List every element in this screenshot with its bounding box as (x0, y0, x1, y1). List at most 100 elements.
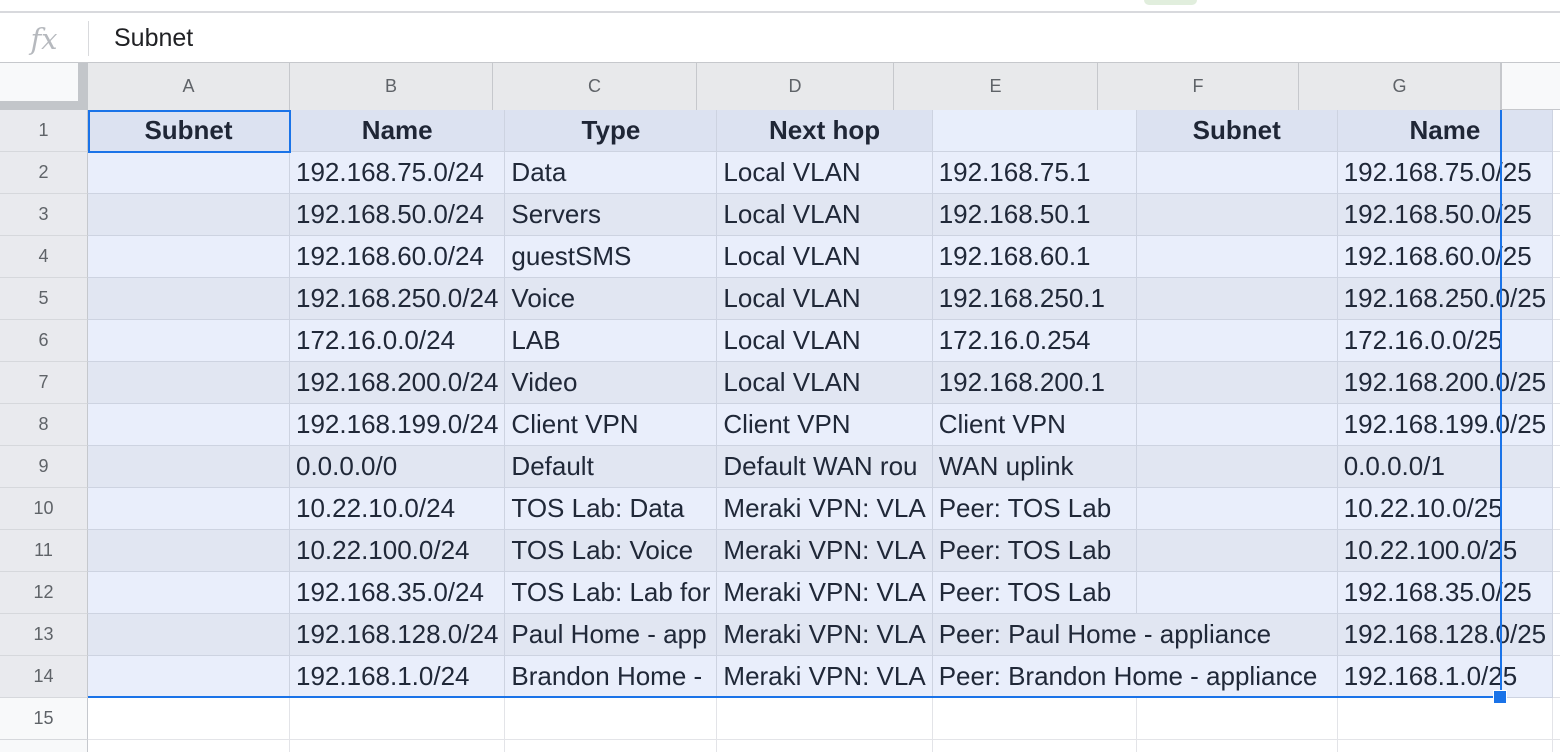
cell-d1[interactable]: Next hop (717, 110, 933, 152)
cell-a6[interactable] (88, 320, 290, 362)
cell-d6[interactable]: Local VLAN (717, 320, 933, 362)
cell-b6[interactable]: 172.16.0.0/24 (290, 320, 506, 362)
cell-g11[interactable]: 10.22.100.0/25 (1337, 530, 1554, 572)
cell-b9[interactable]: 0.0.0.0/0 (290, 446, 506, 488)
cell-c1[interactable]: Type (505, 110, 718, 152)
cell-b12[interactable]: 192.168.35.0/24 (290, 572, 506, 614)
cell-f4[interactable] (1136, 236, 1338, 278)
formula-bar[interactable]: fx Subnet (0, 15, 1560, 62)
cell-a1[interactable]: Subnet (88, 110, 290, 152)
row-header-2[interactable]: 2 (0, 152, 88, 194)
cell-d3[interactable]: Local VLAN (717, 194, 933, 236)
row-header-7[interactable]: 7 (0, 362, 88, 404)
cell-a10[interactable] (88, 488, 290, 530)
row-header-1[interactable]: 1 (0, 110, 88, 152)
cell-c4[interactable]: guestSMS (505, 236, 718, 278)
cell-g8[interactable]: 192.168.199.0/25 (1337, 404, 1554, 446)
cell-a15[interactable] (88, 698, 290, 740)
cell-g9[interactable]: 0.0.0.0/1 (1337, 446, 1554, 488)
cell-e5[interactable]: 192.168.250.1 (932, 278, 1137, 320)
cell-c10[interactable]: TOS Lab: Data (505, 488, 718, 530)
cell-d2[interactable]: Local VLAN (717, 152, 933, 194)
cell-d7[interactable]: Local VLAN (717, 362, 933, 404)
column-header-d[interactable]: D (697, 63, 894, 111)
cell-b3[interactable]: 192.168.50.0/24 (290, 194, 506, 236)
cell-a16[interactable] (88, 740, 290, 752)
cell-d12[interactable]: Meraki VPN: VLA (717, 572, 933, 614)
cell-g12[interactable]: 192.168.35.0/25 (1337, 572, 1554, 614)
row-header-6[interactable]: 6 (0, 320, 88, 362)
cell-c2[interactable]: Data (505, 152, 718, 194)
select-all-corner[interactable] (0, 63, 88, 111)
cell-a8[interactable] (88, 404, 290, 446)
cell-d15[interactable] (717, 698, 933, 740)
cell-d9[interactable]: Default WAN rou (717, 446, 933, 488)
row-header-13[interactable]: 13 (0, 614, 88, 656)
cell-g13[interactable]: 192.168.128.0/25 (1337, 614, 1554, 656)
cell-e12[interactable]: Peer: TOS Lab (932, 572, 1137, 614)
row-header-12[interactable]: 12 (0, 572, 88, 614)
column-header-g[interactable]: G (1299, 63, 1501, 111)
row-header-15[interactable]: 15 (0, 698, 88, 740)
cell-g15[interactable] (1337, 698, 1554, 740)
column-header-e[interactable]: E (894, 63, 1098, 111)
cell-f8[interactable] (1136, 404, 1338, 446)
cell-c7[interactable]: Video (505, 362, 718, 404)
cell-e7[interactable]: 192.168.200.1 (932, 362, 1137, 404)
cell-c5[interactable]: Voice (505, 278, 718, 320)
cell-f6[interactable] (1136, 320, 1338, 362)
cell-a5[interactable] (88, 278, 290, 320)
cell-e10[interactable]: Peer: TOS Lab (932, 488, 1137, 530)
cell-b2[interactable]: 192.168.75.0/24 (290, 152, 506, 194)
cell-e15[interactable] (932, 698, 1137, 740)
cell-f12[interactable] (1136, 572, 1338, 614)
cell-b7[interactable]: 192.168.200.0/24 (290, 362, 506, 404)
row-header-9[interactable]: 9 (0, 446, 88, 488)
column-header-b[interactable]: B (290, 63, 493, 111)
cell-c9[interactable]: Default (505, 446, 718, 488)
row-header-8[interactable]: 8 (0, 404, 88, 446)
cell-f15[interactable] (1136, 698, 1338, 740)
cell-g2[interactable]: 192.168.75.0/25 (1337, 152, 1554, 194)
cell-b5[interactable]: 192.168.250.0/24 (290, 278, 506, 320)
cell-c13[interactable]: Paul Home - app (505, 614, 718, 656)
cell-a9[interactable] (88, 446, 290, 488)
cell-f3[interactable] (1136, 194, 1338, 236)
cell-d8[interactable]: Client VPN (717, 404, 933, 446)
cell-f11[interactable] (1136, 530, 1338, 572)
cell-b16[interactable] (290, 740, 506, 752)
cell-g14[interactable]: 192.168.1.0/25 (1337, 656, 1554, 698)
cell-c15[interactable] (505, 698, 718, 740)
cell-b10[interactable]: 10.22.10.0/24 (290, 488, 506, 530)
cell-f7[interactable] (1136, 362, 1338, 404)
cell-d10[interactable]: Meraki VPN: VLA (717, 488, 933, 530)
cell-d16[interactable] (717, 740, 933, 752)
row-header-10[interactable]: 10 (0, 488, 88, 530)
cell-d13[interactable]: Meraki VPN: VLA (717, 614, 933, 656)
cell-b8[interactable]: 192.168.199.0/24 (290, 404, 506, 446)
cell-e2[interactable]: 192.168.75.1 (932, 152, 1137, 194)
cell-g4[interactable]: 192.168.60.0/25 (1337, 236, 1554, 278)
cell-e14[interactable]: Peer: Brandon Home - appliance (932, 656, 1338, 698)
cell-a14[interactable] (88, 656, 290, 698)
cell-g10[interactable]: 10.22.10.0/25 (1337, 488, 1554, 530)
column-header-a[interactable]: A (88, 63, 290, 111)
cell-g1[interactable]: Name (1337, 110, 1554, 152)
column-header-c[interactable]: C (493, 63, 697, 111)
row-header-5[interactable]: 5 (0, 278, 88, 320)
row-header-14[interactable]: 14 (0, 656, 88, 698)
cell-e6[interactable]: 172.16.0.254 (932, 320, 1137, 362)
row-header-11[interactable]: 11 (0, 530, 88, 572)
cell-f10[interactable] (1136, 488, 1338, 530)
cell-c11[interactable]: TOS Lab: Voice (505, 530, 718, 572)
cell-d11[interactable]: Meraki VPN: VLA (717, 530, 933, 572)
cell-g7[interactable]: 192.168.200.0/25 (1337, 362, 1554, 404)
column-header-f[interactable]: F (1098, 63, 1299, 111)
row-header-16[interactable] (0, 740, 88, 752)
cell-a7[interactable] (88, 362, 290, 404)
cell-a13[interactable] (88, 614, 290, 656)
cell-a3[interactable] (88, 194, 290, 236)
cell-a2[interactable] (88, 152, 290, 194)
cell-b4[interactable]: 192.168.60.0/24 (290, 236, 506, 278)
cell-c14[interactable]: Brandon Home - (505, 656, 718, 698)
